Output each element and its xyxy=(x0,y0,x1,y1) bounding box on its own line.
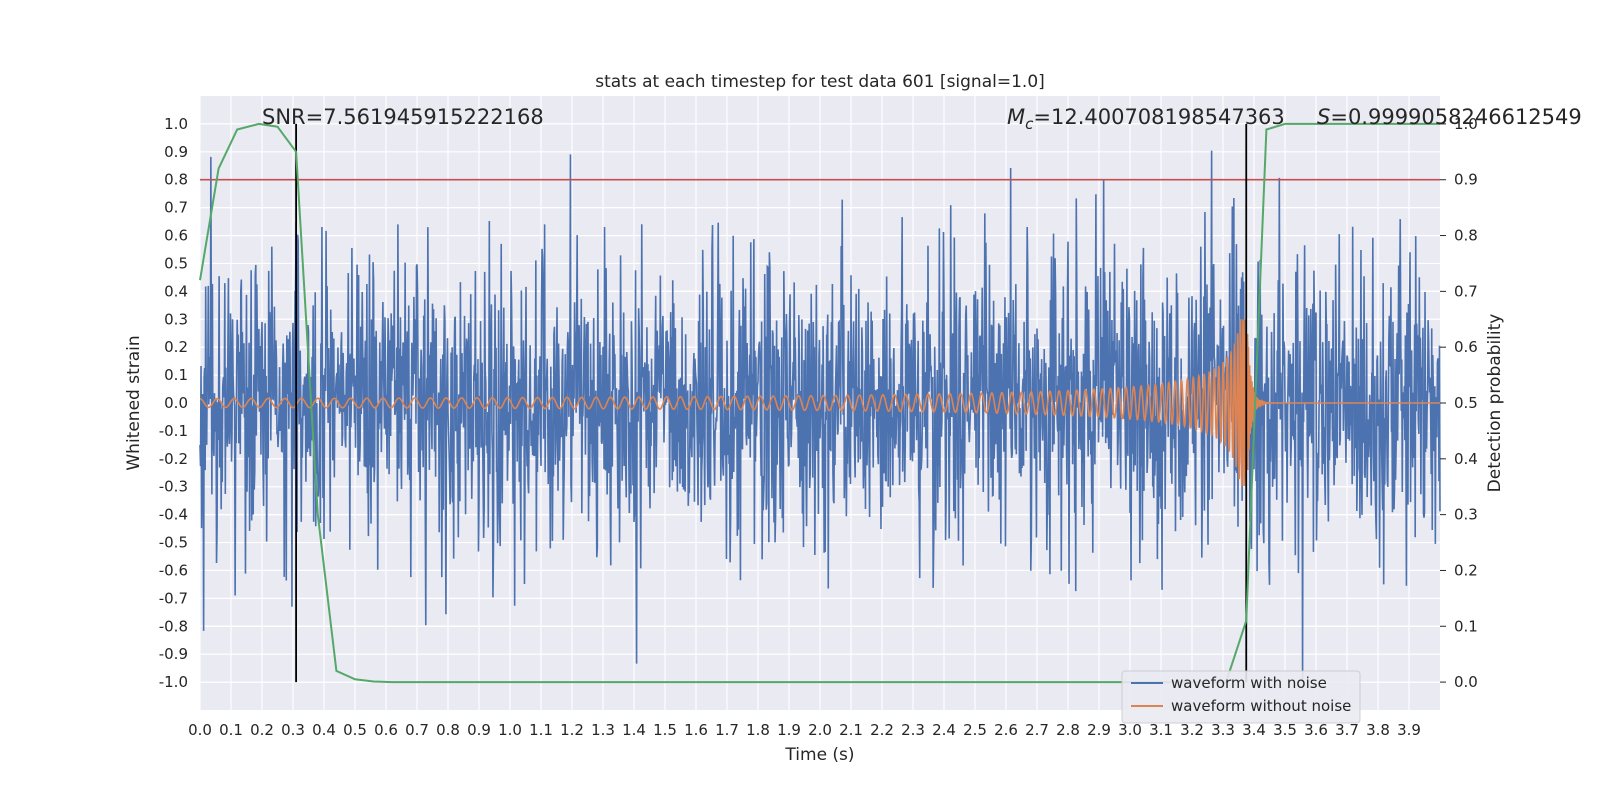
y2-tick-label: 0.7 xyxy=(1454,282,1478,300)
x-tick-label: 3.6 xyxy=(1304,721,1328,739)
x-tick-label: 2.7 xyxy=(1025,721,1049,739)
series-detection-probability xyxy=(199,122,1440,684)
x-tick-label: 0.4 xyxy=(312,721,336,739)
y-tick-label: 0.0 xyxy=(164,394,188,412)
y-tick-label: 0.8 xyxy=(164,171,188,189)
mc-value: =12.400708198547363 xyxy=(1033,105,1284,129)
x-tick-label: 1.8 xyxy=(746,721,770,739)
y2-tick-label: 0.9 xyxy=(1454,171,1478,189)
x-tick-label: 0.0 xyxy=(188,721,212,739)
y-tick-label: -0.7 xyxy=(159,589,188,607)
y2-tick-label: 1.0 xyxy=(1454,115,1478,133)
x-tick-label: 1.5 xyxy=(653,721,677,739)
s-annotation: S=0.9999058246612549 xyxy=(1317,105,1582,129)
x-tick-label: 3.9 xyxy=(1397,721,1421,739)
x-tick-label: 0.9 xyxy=(467,721,491,739)
overlay-layer xyxy=(199,122,1440,684)
x-tick-label: 3.1 xyxy=(1149,721,1173,739)
legend-box xyxy=(1121,670,1361,724)
y2-tick-label: 0.8 xyxy=(1454,227,1478,245)
y-tick-label: 0.4 xyxy=(164,282,188,300)
y-tick-label: -0.8 xyxy=(159,617,188,635)
y-tick-label: 0.9 xyxy=(164,143,188,161)
x-tick-label: 3.8 xyxy=(1366,721,1390,739)
y2-tick-label: 0.6 xyxy=(1454,338,1478,356)
x-tick-label: 2.2 xyxy=(870,721,894,739)
x-tick-label: 1.4 xyxy=(622,721,646,739)
axis-layer: 0.0 0.1 0.2 0.3 0.4 0.5 0.6 0.7 0.8 0.9 1.0 1.1 1.2 1… xyxy=(159,115,1478,739)
x-tick-label: 0.5 xyxy=(343,721,367,739)
x-tick-label: 0.1 xyxy=(219,721,243,739)
x-tick-label: 3.0 xyxy=(1118,721,1142,739)
y-tick-label: -0.1 xyxy=(159,422,188,440)
y-axis-title: Whitened strain xyxy=(124,335,144,470)
mc-annotation: Mc=12.400708198547363 xyxy=(1007,105,1285,133)
s-symbol: S xyxy=(1317,105,1330,129)
x-tick-label: 2.0 xyxy=(808,721,832,739)
x-tick-label: 0.2 xyxy=(250,721,274,739)
y2-tick-label: 0.4 xyxy=(1454,450,1478,468)
x-axis-title: Time (s) xyxy=(784,745,854,765)
y-tick-label: -0.3 xyxy=(159,478,188,496)
series-waveform-without-noise xyxy=(199,319,1440,487)
legend: waveform with noise waveform without noi… xyxy=(1121,670,1361,724)
y-tick-label: 1.0 xyxy=(164,115,188,133)
x-tick-label: 2.5 xyxy=(963,721,987,739)
y-tick-label: -0.4 xyxy=(159,506,188,524)
y-tick-label: 0.2 xyxy=(164,338,188,356)
x-tick-label: 2.4 xyxy=(932,721,956,739)
legend-label-without-noise: waveform without noise xyxy=(1171,697,1351,715)
y-tick-label: 0.6 xyxy=(164,227,188,245)
x-tick-label: 3.3 xyxy=(1211,721,1235,739)
x-tick-label: 0.3 xyxy=(281,721,305,739)
mc-subscript: c xyxy=(1025,115,1034,133)
y2-tick-label: 0.5 xyxy=(1454,394,1478,412)
y2-axis-title: Detection probability xyxy=(1485,314,1505,493)
y-tick-label: -0.5 xyxy=(159,534,188,552)
x-tick-label: 3.7 xyxy=(1335,721,1359,739)
x-tick-label: 0.6 xyxy=(374,721,398,739)
x-tick-label: 1.1 xyxy=(529,721,553,739)
snr-annotation: SNR=7.561945915222168 xyxy=(262,105,544,129)
series-layer xyxy=(199,150,1441,683)
y-tick-label: -0.9 xyxy=(159,645,188,663)
x-tick-label: 1.3 xyxy=(591,721,615,739)
y2-tick-label: 0.1 xyxy=(1454,617,1478,635)
x-tick-label: 2.3 xyxy=(901,721,925,739)
legend-label-with-noise: waveform with noise xyxy=(1171,674,1327,692)
x-tick-label: 0.7 xyxy=(405,721,429,739)
y2-tick-label: 0.0 xyxy=(1454,673,1478,691)
x-tick-label: 2.6 xyxy=(994,721,1018,739)
mc-symbol: M xyxy=(1007,105,1025,129)
y-tick-label: -0.6 xyxy=(159,561,188,579)
x-tick-label: 0.8 xyxy=(436,721,460,739)
y2-tick-label: 0.3 xyxy=(1454,506,1478,524)
x-tick-label: 1.6 xyxy=(684,721,708,739)
x-tick-label: 3.5 xyxy=(1273,721,1297,739)
x-tick-label: 1.0 xyxy=(498,721,522,739)
y-tick-label: 0.1 xyxy=(164,366,188,384)
x-tick-label: 3.2 xyxy=(1180,721,1204,739)
y-tick-label: -0.2 xyxy=(159,450,188,468)
x-tick-label: 1.9 xyxy=(777,721,801,739)
y-tick-label: 0.5 xyxy=(164,254,188,272)
x-tick-label: 1.7 xyxy=(715,721,739,739)
y-tick-label: 0.7 xyxy=(164,199,188,217)
x-tick-label: 2.8 xyxy=(1056,721,1080,739)
y-tick-label: -1.0 xyxy=(159,673,188,691)
x-tick-label: 3.4 xyxy=(1242,721,1266,739)
x-tick-label: 2.9 xyxy=(1087,721,1111,739)
y-tick-label: 0.3 xyxy=(164,310,188,328)
x-tick-label: 1.2 xyxy=(560,721,584,739)
s-value: =0.9999058246612549 xyxy=(1330,105,1581,129)
y2-tick-label: 0.2 xyxy=(1454,561,1478,579)
chart-title: stats at each timestep for test data 601… xyxy=(595,72,1045,92)
x-tick-label: 2.1 xyxy=(839,721,863,739)
